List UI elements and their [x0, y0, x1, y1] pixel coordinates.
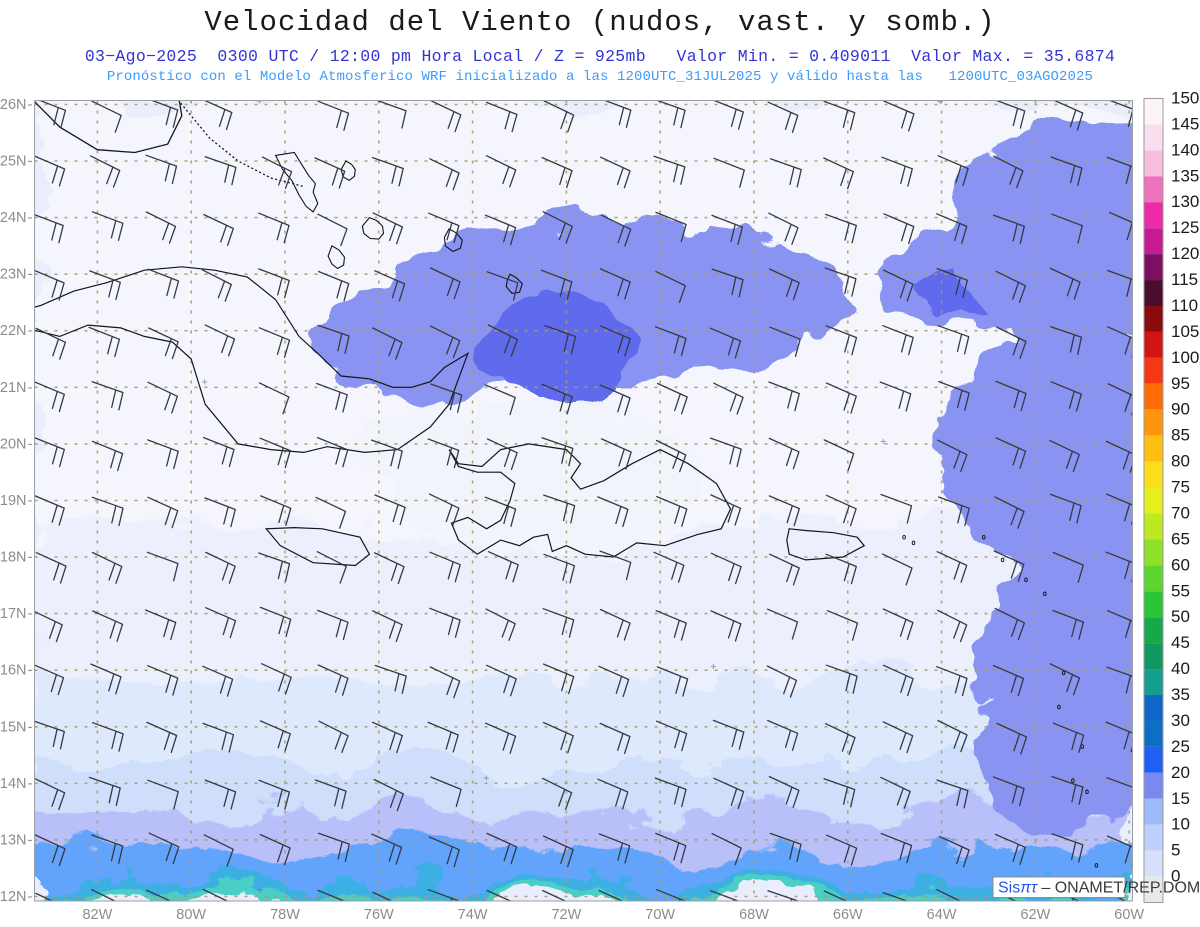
svg-text:-: - [28, 154, 33, 170]
svg-text:80W: 80W [176, 907, 206, 923]
svg-text:16N: 16N [0, 663, 27, 679]
svg-text:5: 5 [1171, 841, 1180, 860]
svg-text:-: - [28, 210, 33, 226]
svg-text:10: 10 [1171, 815, 1190, 834]
svg-text:-: - [28, 323, 33, 339]
svg-text:50: 50 [1171, 607, 1190, 626]
svg-text:15N: 15N [0, 719, 27, 735]
svg-text:72W: 72W [551, 907, 581, 923]
svg-text:15: 15 [1171, 789, 1190, 808]
svg-text:-: - [28, 436, 33, 452]
svg-text:19N: 19N [0, 493, 27, 509]
svg-text:17N: 17N [0, 606, 27, 622]
svg-text:80: 80 [1171, 452, 1190, 471]
svg-text:60: 60 [1171, 555, 1190, 574]
svg-text:68W: 68W [739, 907, 769, 923]
svg-text:12N: 12N [0, 889, 27, 905]
svg-text:-: - [28, 776, 33, 792]
svg-text:105: 105 [1171, 322, 1199, 341]
svg-text:25N: 25N [0, 154, 27, 170]
svg-text:20N: 20N [0, 436, 27, 452]
svg-text:-: - [28, 97, 33, 113]
svg-text:14N: 14N [0, 776, 27, 792]
svg-text:-: - [28, 719, 33, 735]
svg-text:125: 125 [1171, 218, 1199, 237]
svg-text:145: 145 [1171, 114, 1199, 133]
svg-text:62W: 62W [1020, 907, 1050, 923]
svg-text:120: 120 [1171, 244, 1199, 263]
svg-text:30: 30 [1171, 711, 1190, 730]
svg-text:21N: 21N [0, 380, 27, 396]
svg-text:90: 90 [1171, 400, 1190, 419]
svg-text:-: - [28, 663, 33, 679]
svg-text:130: 130 [1171, 192, 1199, 211]
svg-text:22N: 22N [0, 323, 27, 339]
svg-text:-: - [28, 267, 33, 283]
svg-text:35: 35 [1171, 685, 1190, 704]
svg-text:26N: 26N [0, 97, 27, 113]
svg-text:82W: 82W [82, 907, 112, 923]
svg-text:140: 140 [1171, 140, 1199, 159]
svg-text:115: 115 [1171, 270, 1198, 289]
svg-text:Sisπτ – ONAMET/REP.DOM.: Sisπτ – ONAMET/REP.DOM. [998, 880, 1200, 897]
svg-text:78W: 78W [270, 907, 300, 923]
svg-text:-: - [28, 550, 33, 566]
svg-text:74W: 74W [458, 907, 488, 923]
svg-text:18N: 18N [0, 550, 27, 566]
svg-text:20: 20 [1171, 763, 1190, 782]
svg-text:45: 45 [1171, 633, 1190, 652]
svg-text:-: - [28, 493, 33, 509]
svg-text:76W: 76W [364, 907, 394, 923]
svg-text:55: 55 [1171, 581, 1190, 600]
svg-text:70: 70 [1171, 504, 1190, 523]
svg-text:-: - [28, 889, 33, 905]
svg-text:-: - [28, 606, 33, 622]
svg-text:-: - [28, 380, 33, 396]
svg-text:75: 75 [1171, 478, 1190, 497]
svg-text:-: - [28, 832, 33, 848]
svg-text:110: 110 [1171, 296, 1198, 315]
svg-text:13N: 13N [0, 832, 27, 848]
svg-text:60W: 60W [1114, 907, 1144, 923]
svg-text:95: 95 [1171, 374, 1190, 393]
svg-text:100: 100 [1171, 348, 1199, 367]
svg-text:135: 135 [1171, 166, 1199, 185]
svg-text:70W: 70W [645, 907, 675, 923]
svg-text:25: 25 [1171, 737, 1190, 756]
svg-text:85: 85 [1171, 426, 1190, 445]
svg-text:64W: 64W [927, 907, 957, 923]
svg-text:40: 40 [1171, 659, 1190, 678]
svg-text:150: 150 [1171, 89, 1199, 108]
svg-text:66W: 66W [833, 907, 863, 923]
svg-text:23N: 23N [0, 267, 27, 283]
svg-text:24N: 24N [0, 210, 27, 226]
svg-text:65: 65 [1171, 529, 1190, 548]
